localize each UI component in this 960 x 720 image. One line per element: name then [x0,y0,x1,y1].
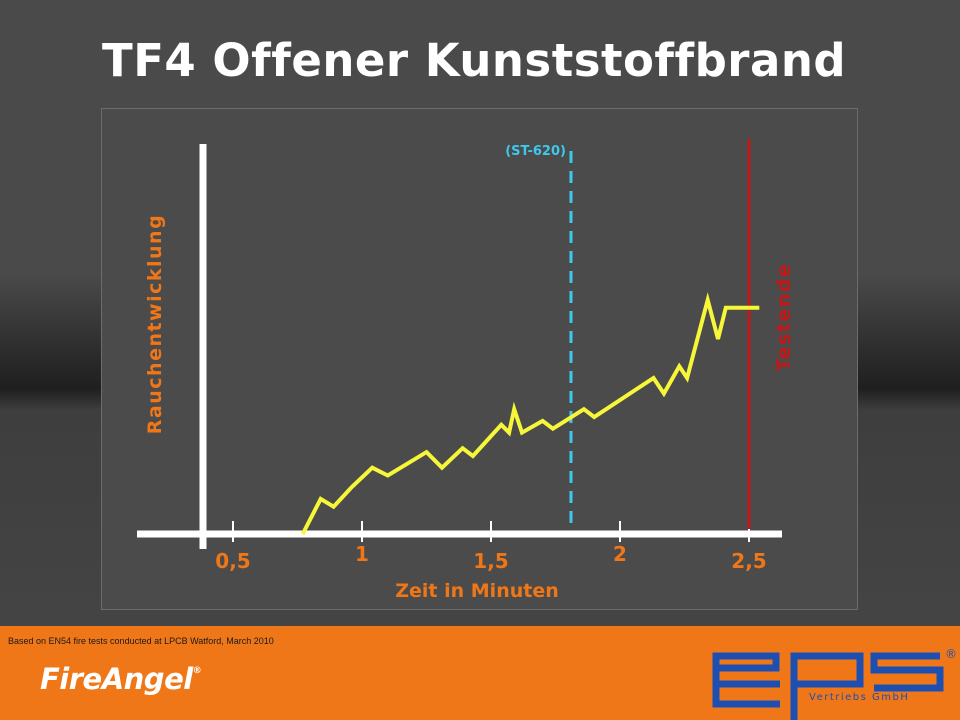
footer-bar: Based on EN54 fire tests conducted at LP… [0,626,960,720]
x-tick-label: 1 [355,542,369,566]
smoke-series-line [300,292,760,535]
x-axis-label: Zeit in Minuten [395,580,559,602]
eps-letter-s [870,652,944,692]
fireangel-logo: FireAngel® [40,662,202,696]
source-footnote: Based on EN54 fire tests conducted at LP… [8,636,274,646]
y-axis-label: Rauchentwicklung [144,214,166,434]
chart-panel: 0,5 1 1,5 2 2,5 Zeit in Minuten Rauchentwicklu… [101,108,858,610]
testende-marker-label: Testende [773,263,795,372]
page-title: TF4 Offener Kunststoffbrand [102,34,847,87]
eps-logo: Vertriebs GmbH ® [712,647,957,720]
x-tick-label: 0,5 [215,549,250,573]
fireangel-logo-text: FireAngel [40,662,193,696]
st620-marker-label: (ST-620) [505,144,566,159]
eps-letter-e [712,652,780,708]
eps-tagline: Vertriebs GmbH [809,692,909,703]
x-tick-label: 1,5 [473,549,508,573]
fireangel-registered-mark: ® [192,666,202,676]
eps-letter-p [790,652,864,720]
smoke-development-chart: 0,5 1 1,5 2 2,5 Zeit in Minuten Rauchentwicklu… [137,139,795,602]
x-tick-label: 2 [613,542,627,566]
x-tick-label: 2,5 [731,549,766,573]
eps-registered-mark: ® [945,647,957,661]
